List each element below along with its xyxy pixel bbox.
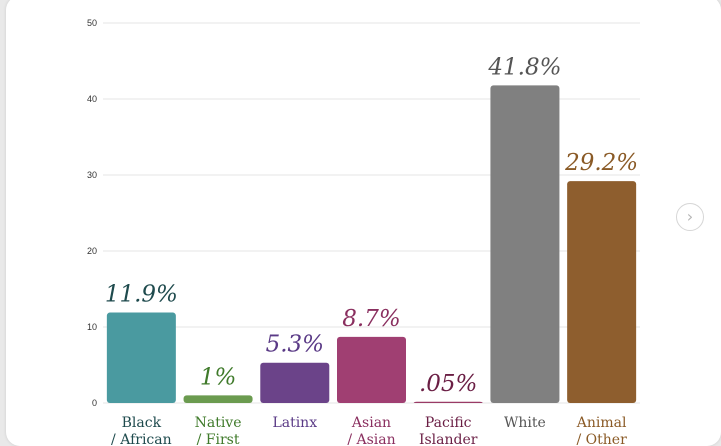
data-label: .05% xyxy=(419,371,477,397)
x-tick-label: Islander xyxy=(419,432,478,446)
y-tick-label: 40 xyxy=(87,94,97,104)
x-tick-label: Black xyxy=(122,415,162,431)
x-tick-label: Asian xyxy=(351,415,391,431)
y-tick-label: 30 xyxy=(87,170,97,180)
chart-card: 0 10 20 30 40 50 11.9% Black / African 1% Native / … xyxy=(6,0,721,446)
y-tick-label: 50 xyxy=(87,18,97,28)
x-tick-label: Latinx xyxy=(272,415,317,431)
x-tick-label: White xyxy=(504,415,546,431)
bar xyxy=(337,336,406,403)
data-label: 11.9% xyxy=(105,282,178,308)
x-tick-label: Pacific xyxy=(425,415,472,431)
data-label: 1% xyxy=(200,364,237,390)
data-label: 5.3% xyxy=(266,332,324,358)
bar xyxy=(413,401,483,403)
x-tick-label: / Other xyxy=(577,432,628,446)
x-tick-label: / African xyxy=(111,432,172,446)
bar xyxy=(490,85,560,403)
data-label: 29.2% xyxy=(564,150,638,176)
next-slide-button[interactable]: › xyxy=(676,203,704,231)
bar xyxy=(183,395,253,403)
x-tick-label: Native xyxy=(195,415,242,431)
y-tick-label: 20 xyxy=(87,246,97,256)
data-label: 41.8% xyxy=(487,54,561,80)
bar xyxy=(106,312,176,403)
bar xyxy=(567,181,637,403)
bar xyxy=(260,362,330,403)
x-tick-label: Animal xyxy=(576,415,627,431)
data-label: 8.7% xyxy=(342,306,400,332)
y-tick-label: 10 xyxy=(87,322,97,332)
x-tick-label: / First xyxy=(197,432,240,446)
x-tick-label: / Asian xyxy=(347,432,395,446)
y-tick-label: 0 xyxy=(92,398,97,408)
chevron-right-icon: › xyxy=(686,207,694,226)
